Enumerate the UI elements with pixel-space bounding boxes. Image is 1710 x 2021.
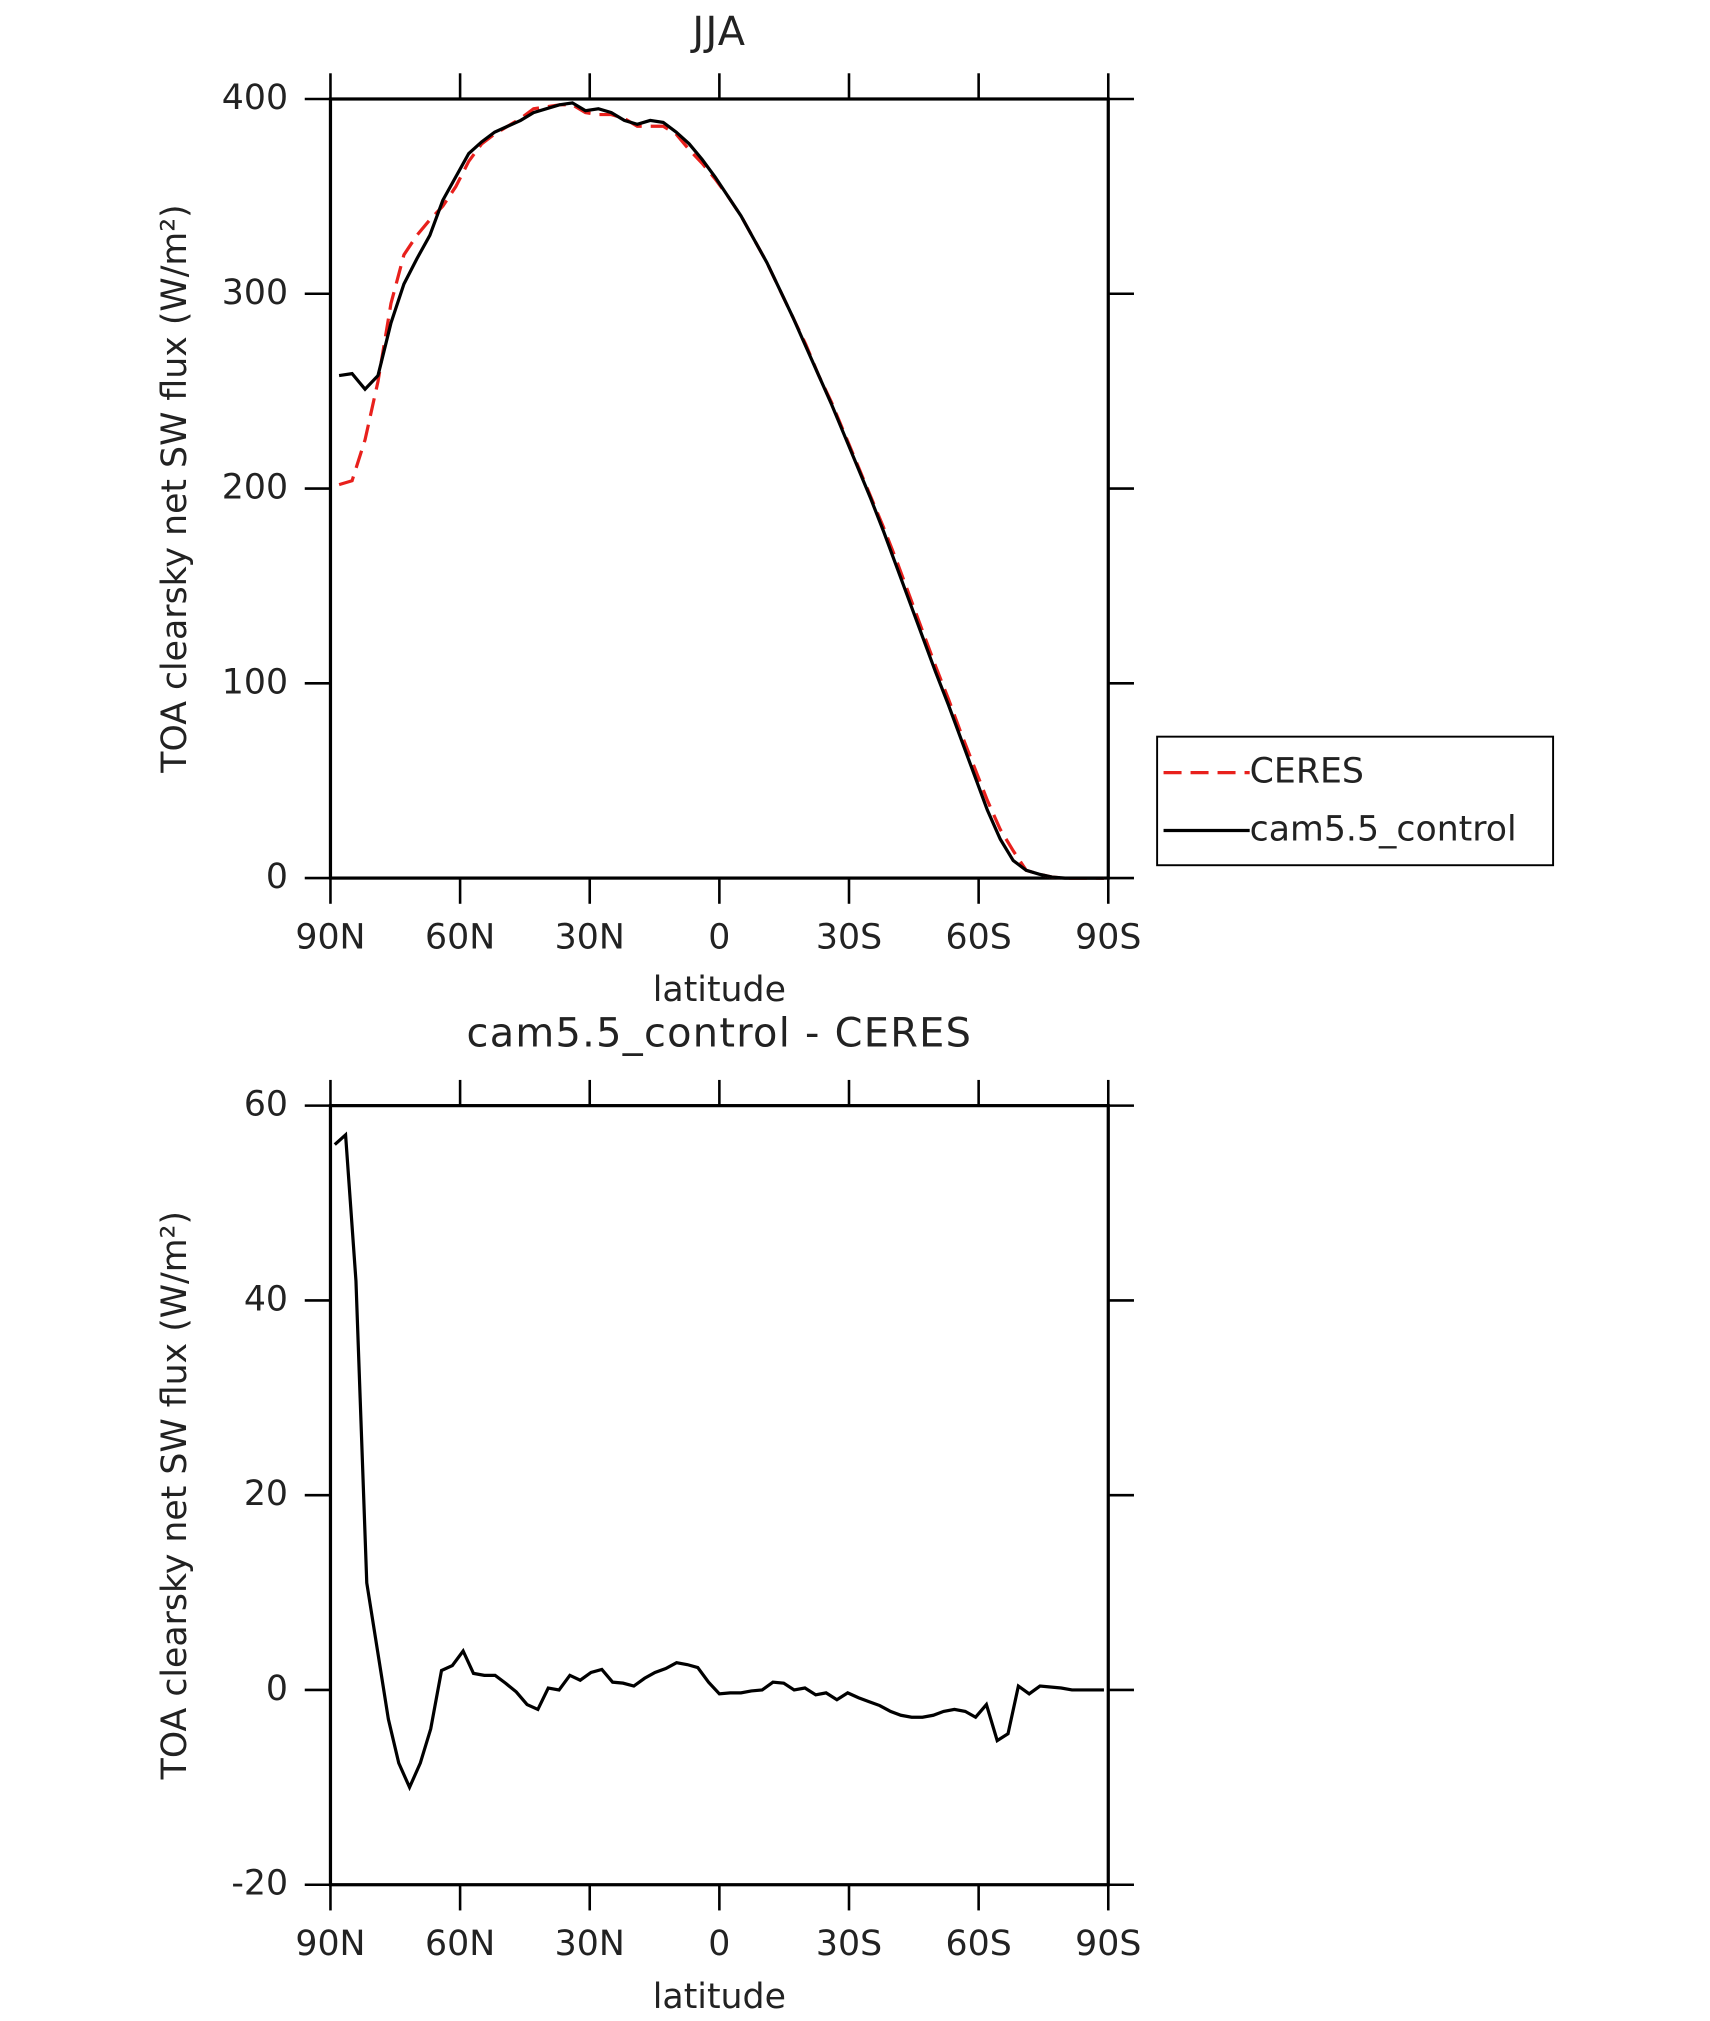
y-axis-label: TOA clearsky net SW flux (W/m²) xyxy=(155,204,195,773)
x-tick-label: 30N xyxy=(555,1924,625,1964)
x-tick-label: 90S xyxy=(1075,1924,1141,1964)
x-tick-label: 60S xyxy=(946,918,1012,958)
x-tick-label: 90N xyxy=(295,1924,365,1964)
x-tick-label: 60N xyxy=(425,1924,495,1964)
y-tick-label: 300 xyxy=(222,273,288,313)
x-axis-label: latitude xyxy=(653,970,786,1010)
x-tick-label: 0 xyxy=(708,918,730,958)
x-tick-label: 60N xyxy=(425,918,495,958)
legend-label: CERES xyxy=(1250,752,1364,792)
data-line xyxy=(338,103,1104,880)
y-tick-label: -20 xyxy=(231,1864,288,1904)
chart-title: JJA xyxy=(689,9,746,55)
x-tick-label: 30S xyxy=(816,918,882,958)
plot-frame xyxy=(328,97,1110,880)
y-axis-label: TOA clearsky net SW flux (W/m²) xyxy=(155,1211,195,1780)
y-tick-label: 100 xyxy=(222,662,288,702)
chart-title: cam5.5_control - CERES xyxy=(467,1011,973,1057)
x-tick-label: 30N xyxy=(555,918,625,958)
y-tick-label: 40 xyxy=(244,1279,288,1319)
data-line xyxy=(338,101,1104,880)
x-tick-label: 0 xyxy=(708,1924,730,1964)
y-tick-label: 200 xyxy=(222,468,288,508)
x-axis-label: latitude xyxy=(653,1977,786,2017)
legend: CERES cam5.5_control xyxy=(1156,735,1555,867)
y-tick-label: 60 xyxy=(244,1085,288,1125)
x-tick-label: 90N xyxy=(295,918,365,958)
plot-frame xyxy=(328,1104,1110,1887)
x-tick-label: 90S xyxy=(1075,918,1141,958)
y-tick-label: 0 xyxy=(266,1669,288,1709)
legend-label: cam5.5_control xyxy=(1250,810,1517,850)
legend-box xyxy=(1156,735,1555,867)
x-tick-label: 60S xyxy=(946,1924,1012,1964)
y-tick-label: 0 xyxy=(266,857,288,897)
data-line xyxy=(333,1131,1104,1792)
y-tick-label: 400 xyxy=(222,78,288,118)
y-tick-label: 20 xyxy=(244,1474,288,1514)
x-tick-label: 30S xyxy=(816,1924,882,1964)
